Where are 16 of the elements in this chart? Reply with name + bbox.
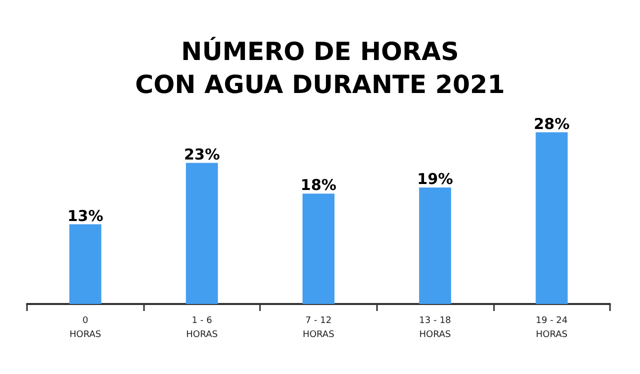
data-label: 18% bbox=[300, 176, 336, 194]
bar bbox=[69, 224, 102, 304]
data-label: 23% bbox=[184, 145, 220, 164]
bar bbox=[186, 162, 218, 304]
bar bbox=[302, 194, 334, 304]
x-tick-label: 0 HORAS bbox=[69, 316, 102, 340]
chart-title: NÚMERO DE HORAS CON AGUA DURANTE 2021 bbox=[135, 36, 505, 99]
data-label: 19% bbox=[417, 170, 454, 188]
data-label: 28% bbox=[534, 114, 570, 133]
data-label: 13% bbox=[67, 206, 104, 225]
x-tick-label: 7 - 12 HORAS bbox=[302, 316, 335, 340]
bar bbox=[536, 132, 568, 304]
x-tick-label: 19 - 24 HORAS bbox=[536, 316, 568, 340]
x-tick-label: 1 - 6 HORAS bbox=[186, 316, 218, 340]
bar bbox=[419, 187, 452, 304]
x-tick-label: 13 - 18 HORAS bbox=[419, 316, 452, 340]
